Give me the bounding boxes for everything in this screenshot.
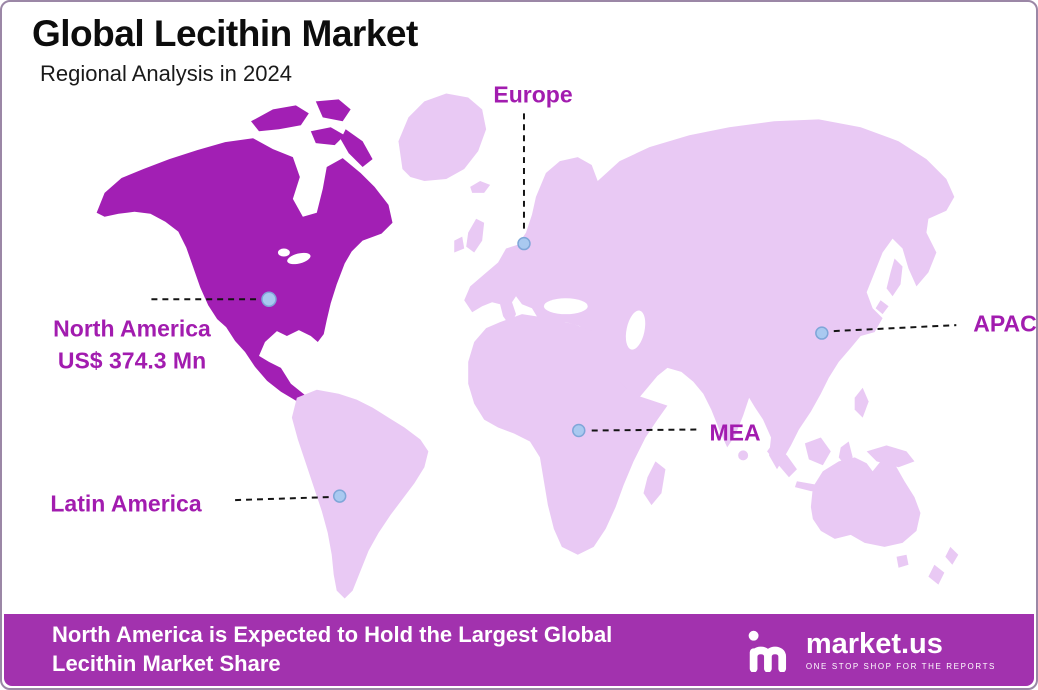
map-region-australia: [810, 455, 921, 547]
map-region-tasmania: [896, 554, 909, 568]
map-region-new-zealand-north: [945, 546, 959, 565]
region-label-europe: Europe: [493, 81, 573, 108]
map-region-sri-lanka: [738, 450, 749, 461]
mea-leader-line: [591, 428, 698, 432]
map-region-eurasia: [464, 119, 955, 470]
latin-america-leader-line: [235, 496, 329, 502]
map-region-philippines: [854, 387, 869, 418]
map-region-south-america: [291, 389, 429, 599]
latin-america-marker-dot: [332, 489, 347, 503]
map-region-africa: [468, 314, 668, 555]
map-region-japan-south: [875, 300, 889, 315]
market-us-logo-icon: [748, 630, 786, 672]
map-region-greenland: [398, 93, 487, 181]
region-label-latin-america: Latin America: [50, 490, 202, 517]
map-region-sumatra: [767, 443, 797, 478]
map-arctic-island-2: [315, 99, 351, 122]
map-region-new-zealand-south: [928, 564, 945, 585]
annotations: [151, 113, 957, 503]
apac-marker-dot: [815, 326, 829, 340]
map-black-sea: [543, 298, 588, 315]
brand-name: market.us: [805, 627, 943, 660]
region-label-north-america: North America US$ 374.3 Mn: [53, 316, 211, 375]
page-subtitle: Regional Analysis in 2024: [40, 60, 292, 86]
map-region-japan: [886, 258, 903, 297]
map-arctic-island-1: [251, 105, 309, 132]
europe-marker-dot: [517, 236, 531, 251]
region-label-apac: APAC: [973, 310, 1037, 337]
page-title: Global Lecithin Market: [32, 13, 418, 54]
map-region-north-america: [96, 138, 393, 421]
footer-banner: North America is Expected to Hold the La…: [4, 614, 1034, 686]
apac-leader-line: [833, 324, 957, 333]
map-great-lakes-2: [277, 248, 290, 257]
region-value-north-america: US$ 374.3 Mn: [57, 347, 207, 374]
header: Global Lecithin Market Regional Analysis…: [32, 13, 418, 87]
map-region-ireland: [454, 236, 465, 253]
map-region-iceland: [470, 180, 491, 193]
north-america-marker-dot: [261, 291, 277, 307]
region-label-mea: MEA: [709, 419, 761, 446]
mea-marker-dot: [572, 423, 586, 438]
brand-text: market.us ONE STOP SHOP FOR THE REPORTS: [805, 627, 996, 671]
brand-tagline: ONE STOP SHOP FOR THE REPORTS: [805, 661, 996, 671]
footer-headline-line1: North America is Expected to Hold the La…: [52, 622, 613, 648]
brand-logo: market.us ONE STOP SHOP FOR THE REPORTS: [744, 628, 996, 672]
map-region-madagascar: [643, 461, 666, 506]
map-great-lakes: [287, 252, 311, 265]
map-arctic-island-4: [340, 129, 373, 168]
footer-headline-line2: Lecithin Market Share: [52, 651, 281, 676]
map-region-britain: [466, 218, 485, 253]
region-label-north-america-name: North America: [53, 315, 211, 342]
map-arctic-island-3: [310, 127, 345, 146]
map-region-borneo: [804, 437, 831, 466]
footer-headline: North America is Expected to Hold the La…: [52, 621, 612, 678]
map-caspian-sea: [625, 310, 646, 350]
